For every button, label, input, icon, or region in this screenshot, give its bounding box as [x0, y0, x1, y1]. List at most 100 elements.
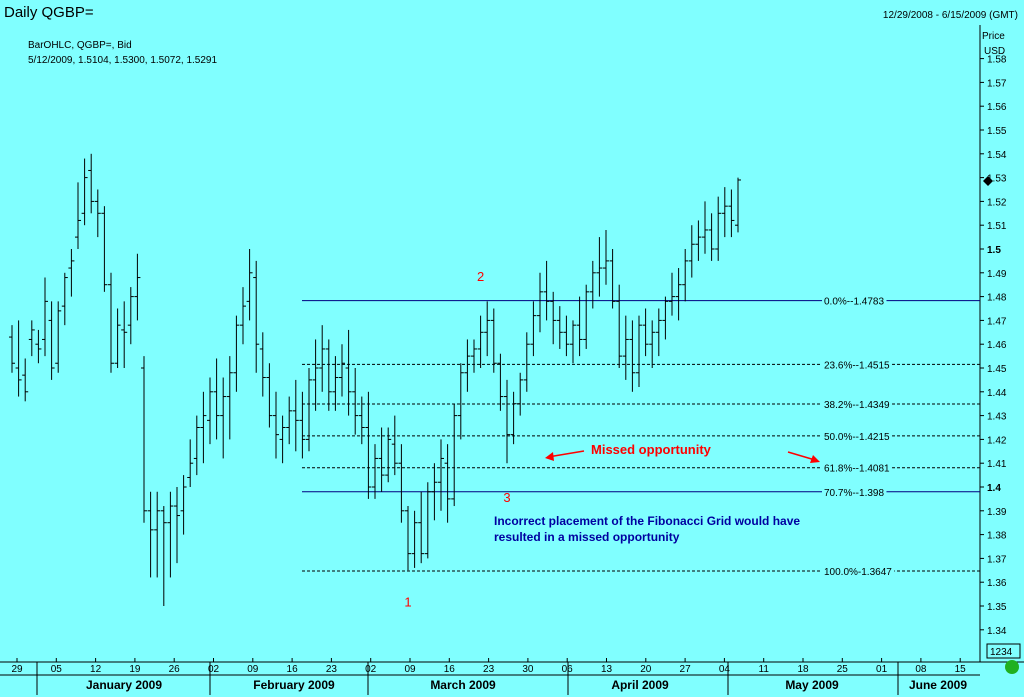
month-label: February 2009 — [253, 678, 335, 692]
price-tick-label: 1.58 — [987, 55, 1007, 66]
ohlc-bar — [134, 253, 141, 321]
ohlc-bar — [319, 325, 326, 392]
ohlc-bar — [411, 510, 418, 568]
ohlc-bar — [273, 391, 279, 459]
time-tick-label: 12 — [90, 664, 102, 675]
ohlc-bar — [42, 277, 48, 357]
ohlc-bar — [94, 189, 101, 238]
ohlc-bar — [431, 463, 438, 521]
ohlc-bar — [22, 358, 29, 402]
ohlc-bar — [141, 356, 147, 523]
swing-points: 1 2 3 — [404, 269, 510, 610]
price-tick-label: 1.34 — [987, 626, 1007, 637]
ohlc-bar — [213, 358, 220, 440]
ohlc-bar — [121, 301, 128, 368]
ohlc-bar — [28, 320, 35, 357]
ohlc-bar — [636, 315, 642, 388]
time-tick-label: 20 — [640, 664, 652, 675]
ohlc-bar — [556, 306, 563, 349]
ohlc-bar — [438, 439, 444, 511]
note-line-1: Incorrect placement of the Fibonacci Gri… — [494, 514, 800, 528]
ohlc-bar — [424, 482, 431, 559]
ohlc-bar — [48, 301, 55, 380]
price-tick-label: 1.44 — [987, 388, 1007, 399]
missed-opportunity-label: Missed opportunity — [591, 442, 712, 457]
ohlc-bar — [332, 356, 339, 411]
ohlc-bar — [220, 377, 227, 459]
ohlc-bar — [471, 339, 477, 373]
ohlc-bar — [266, 363, 273, 428]
fib-label-bg — [822, 296, 887, 308]
ohlc-bar — [312, 339, 319, 411]
fib-label: 70.7%--1.398 — [824, 488, 884, 499]
month-label: June 2009 — [909, 678, 967, 692]
ohlc-bar — [207, 377, 213, 445]
time-tick-label: 26 — [169, 664, 181, 675]
ohlc-bar — [655, 308, 662, 357]
ohlc-bar — [226, 356, 233, 440]
price-tick-label: 1.53 — [987, 174, 1007, 185]
price-tick-label: 1.52 — [987, 197, 1007, 208]
price-tick-label: 1.4 — [987, 483, 1001, 494]
currency-label: USD — [984, 46, 1005, 57]
swing-point-label: 1 — [404, 595, 411, 610]
ohlc-bar — [35, 329, 42, 364]
last-bar-info: 5/12/2009, 1.5104, 1.5300, 1.5072, 1.529… — [28, 55, 218, 66]
fib-label: 0.0%--1.4783 — [824, 297, 884, 308]
ohlc-bar — [233, 315, 240, 392]
arrow-right-line — [787, 451, 816, 461]
ohlc-bar — [576, 296, 583, 357]
ohlc-bar — [596, 237, 603, 297]
note-line-2: resulted in a missed opportunity — [494, 530, 680, 544]
time-tick-label: 01 — [876, 664, 888, 675]
time-tick-label: 11 — [759, 664, 770, 675]
price-tick-label: 1.43 — [987, 412, 1007, 423]
ohlc-bar — [622, 315, 629, 380]
ohlc-bar — [160, 506, 167, 606]
price-tick-label: 1.48 — [987, 293, 1007, 304]
ohlc-bar — [510, 391, 517, 445]
ohlc-bar — [570, 320, 576, 364]
ohlc-bar — [187, 439, 194, 487]
ohlc-bar — [537, 272, 543, 333]
ohlc-bar — [286, 396, 293, 445]
time-tick-label: 08 — [915, 664, 927, 675]
corner-box — [986, 643, 1021, 659]
ohlc-bar — [451, 403, 458, 507]
ohlc-bar — [504, 379, 510, 464]
time-tick-label: 30 — [522, 664, 534, 675]
time-tick-label: 29 — [11, 664, 23, 675]
price-tick-label: 1.47 — [987, 316, 1007, 327]
ohlc-bar — [517, 372, 524, 416]
ohlc-bar — [688, 225, 695, 278]
ohlc-bar — [695, 220, 702, 261]
price-tick-label: 1.39 — [987, 507, 1007, 518]
fib-label: 38.2%--1.4349 — [824, 400, 890, 411]
ohlc-bar — [55, 301, 62, 373]
ohlc-bar — [497, 353, 504, 411]
ohlc-bar — [708, 213, 715, 261]
price-tick-label: 1.36 — [987, 578, 1007, 589]
fib-label-bg — [822, 463, 893, 475]
status-indicator[interactable] — [1005, 660, 1019, 674]
fib-label-bg — [822, 567, 895, 579]
month-label: April 2009 — [611, 678, 669, 692]
arrow-right-head — [810, 455, 820, 463]
fibonacci-grid: 0.0%--1.4783 23.6%--1.4515 38.2%--1.4349 50… — [302, 296, 980, 579]
ohlc-bar — [523, 332, 530, 392]
ohlc-bar — [550, 291, 557, 345]
price-tick-label: 1.5 — [987, 245, 1001, 256]
time-tick-label: 27 — [680, 664, 692, 675]
ohlc-bar — [372, 444, 378, 499]
price-tick-label: 1.46 — [987, 340, 1007, 351]
time-tick-label: 23 — [483, 664, 495, 675]
time-tick-label: 09 — [404, 664, 416, 675]
ohlc-bar — [418, 491, 425, 564]
ohlc-bar — [167, 491, 174, 578]
ohlc-bar — [649, 320, 656, 368]
ohlc-bar — [563, 315, 570, 357]
ohlc-bar — [279, 415, 286, 464]
time-tick-label: 19 — [129, 664, 141, 675]
ohlc-series — [9, 153, 741, 606]
